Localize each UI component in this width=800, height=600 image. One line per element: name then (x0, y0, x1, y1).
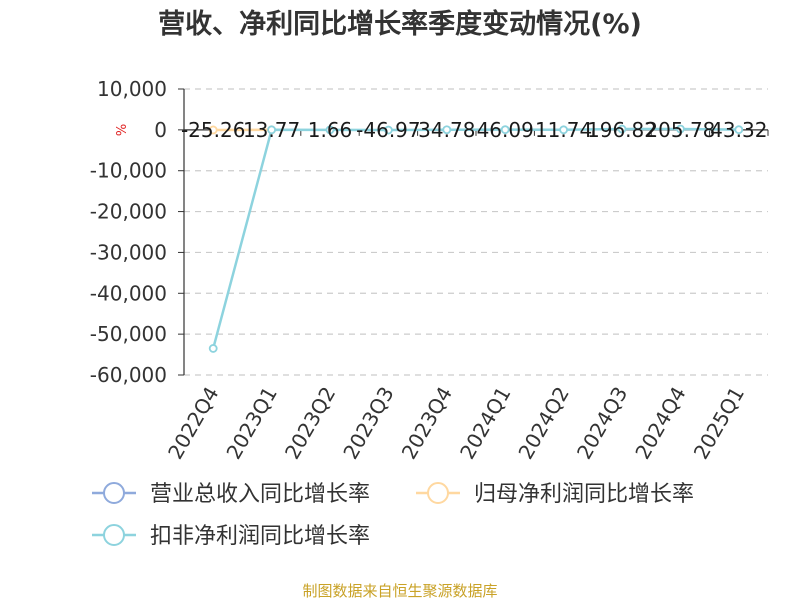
data-label: 11.74 (535, 118, 592, 142)
series-point-2 (208, 344, 218, 353)
y-unit-label: % (115, 124, 130, 136)
y-tick-label: -40,000 (90, 281, 167, 305)
series-point-2 (383, 125, 393, 135)
data-label: 1.66 (308, 118, 353, 142)
legend-marker (103, 524, 125, 546)
y-tick-labels: 10,000 0 -10,000 -20,000 -30,000 -40,000 -50,0… (90, 77, 167, 387)
x-tick-label: 2023Q1 (221, 383, 281, 464)
data-label: -25.26 (181, 118, 245, 142)
x-tick-label: 2023Q2 (280, 383, 340, 464)
source-note: 制图数据来自恒生聚源数据库 (302, 582, 497, 600)
data-label: 34.78 (418, 118, 475, 142)
series-point-2 (500, 125, 510, 135)
x-tick-label: 2024Q4 (630, 383, 690, 464)
legend-label: 营业总收入同比增长率 (150, 482, 370, 507)
legend-marker (427, 482, 449, 504)
y-tick-label: -30,000 (90, 240, 167, 264)
series-point-2 (267, 125, 277, 135)
series-point-1 (208, 125, 218, 135)
legend-label: 扣非净利润同比增长率 (150, 524, 370, 549)
y-tick-label: 10,000 (97, 77, 167, 101)
data-label: 43.32 (710, 118, 767, 142)
data-label: 205.78 (645, 118, 715, 142)
series-point-2 (559, 125, 568, 135)
legend-marker (103, 482, 125, 504)
data-label: 196.82 (587, 118, 657, 142)
series-point-2 (325, 125, 335, 135)
data-label: 46.09 (477, 118, 534, 142)
series-point-2 (442, 125, 452, 135)
series-point-2 (676, 124, 685, 134)
y-tick-label: -10,000 (90, 159, 167, 183)
y-tick-label: -20,000 (90, 200, 167, 224)
series-point-2 (617, 124, 627, 134)
series-point-2 (734, 125, 744, 135)
y-tick-label: 0 (154, 118, 167, 142)
y-tick-label: -50,000 (90, 322, 167, 346)
x-tick-label: 2025Q1 (689, 383, 749, 464)
series-line-2 (211, 127, 739, 349)
x-tick-labels: 2022Q42023Q12023Q22023Q32023Q42024Q12024… (163, 383, 749, 464)
x-tick-label: 2023Q3 (338, 383, 398, 464)
data-label: -46.97 (356, 118, 420, 142)
chart-title: 营收、净利同比增长率季度变动情况(%) (158, 8, 642, 40)
x-tick-label: 2024Q1 (455, 383, 515, 464)
x-tick-label: 2022Q4 (163, 383, 223, 464)
grid (184, 88, 768, 376)
y-tick-label: -60,000 (90, 363, 167, 387)
legend-label: 归母净利润同比增长率 (474, 482, 694, 507)
x-tick-label: 2023Q4 (397, 383, 457, 464)
series-layer (208, 124, 744, 353)
x-tick-label: 2024Q3 (572, 383, 632, 464)
data-label: 13.77 (243, 118, 300, 142)
x-tick-label: 2024Q2 (513, 383, 573, 464)
